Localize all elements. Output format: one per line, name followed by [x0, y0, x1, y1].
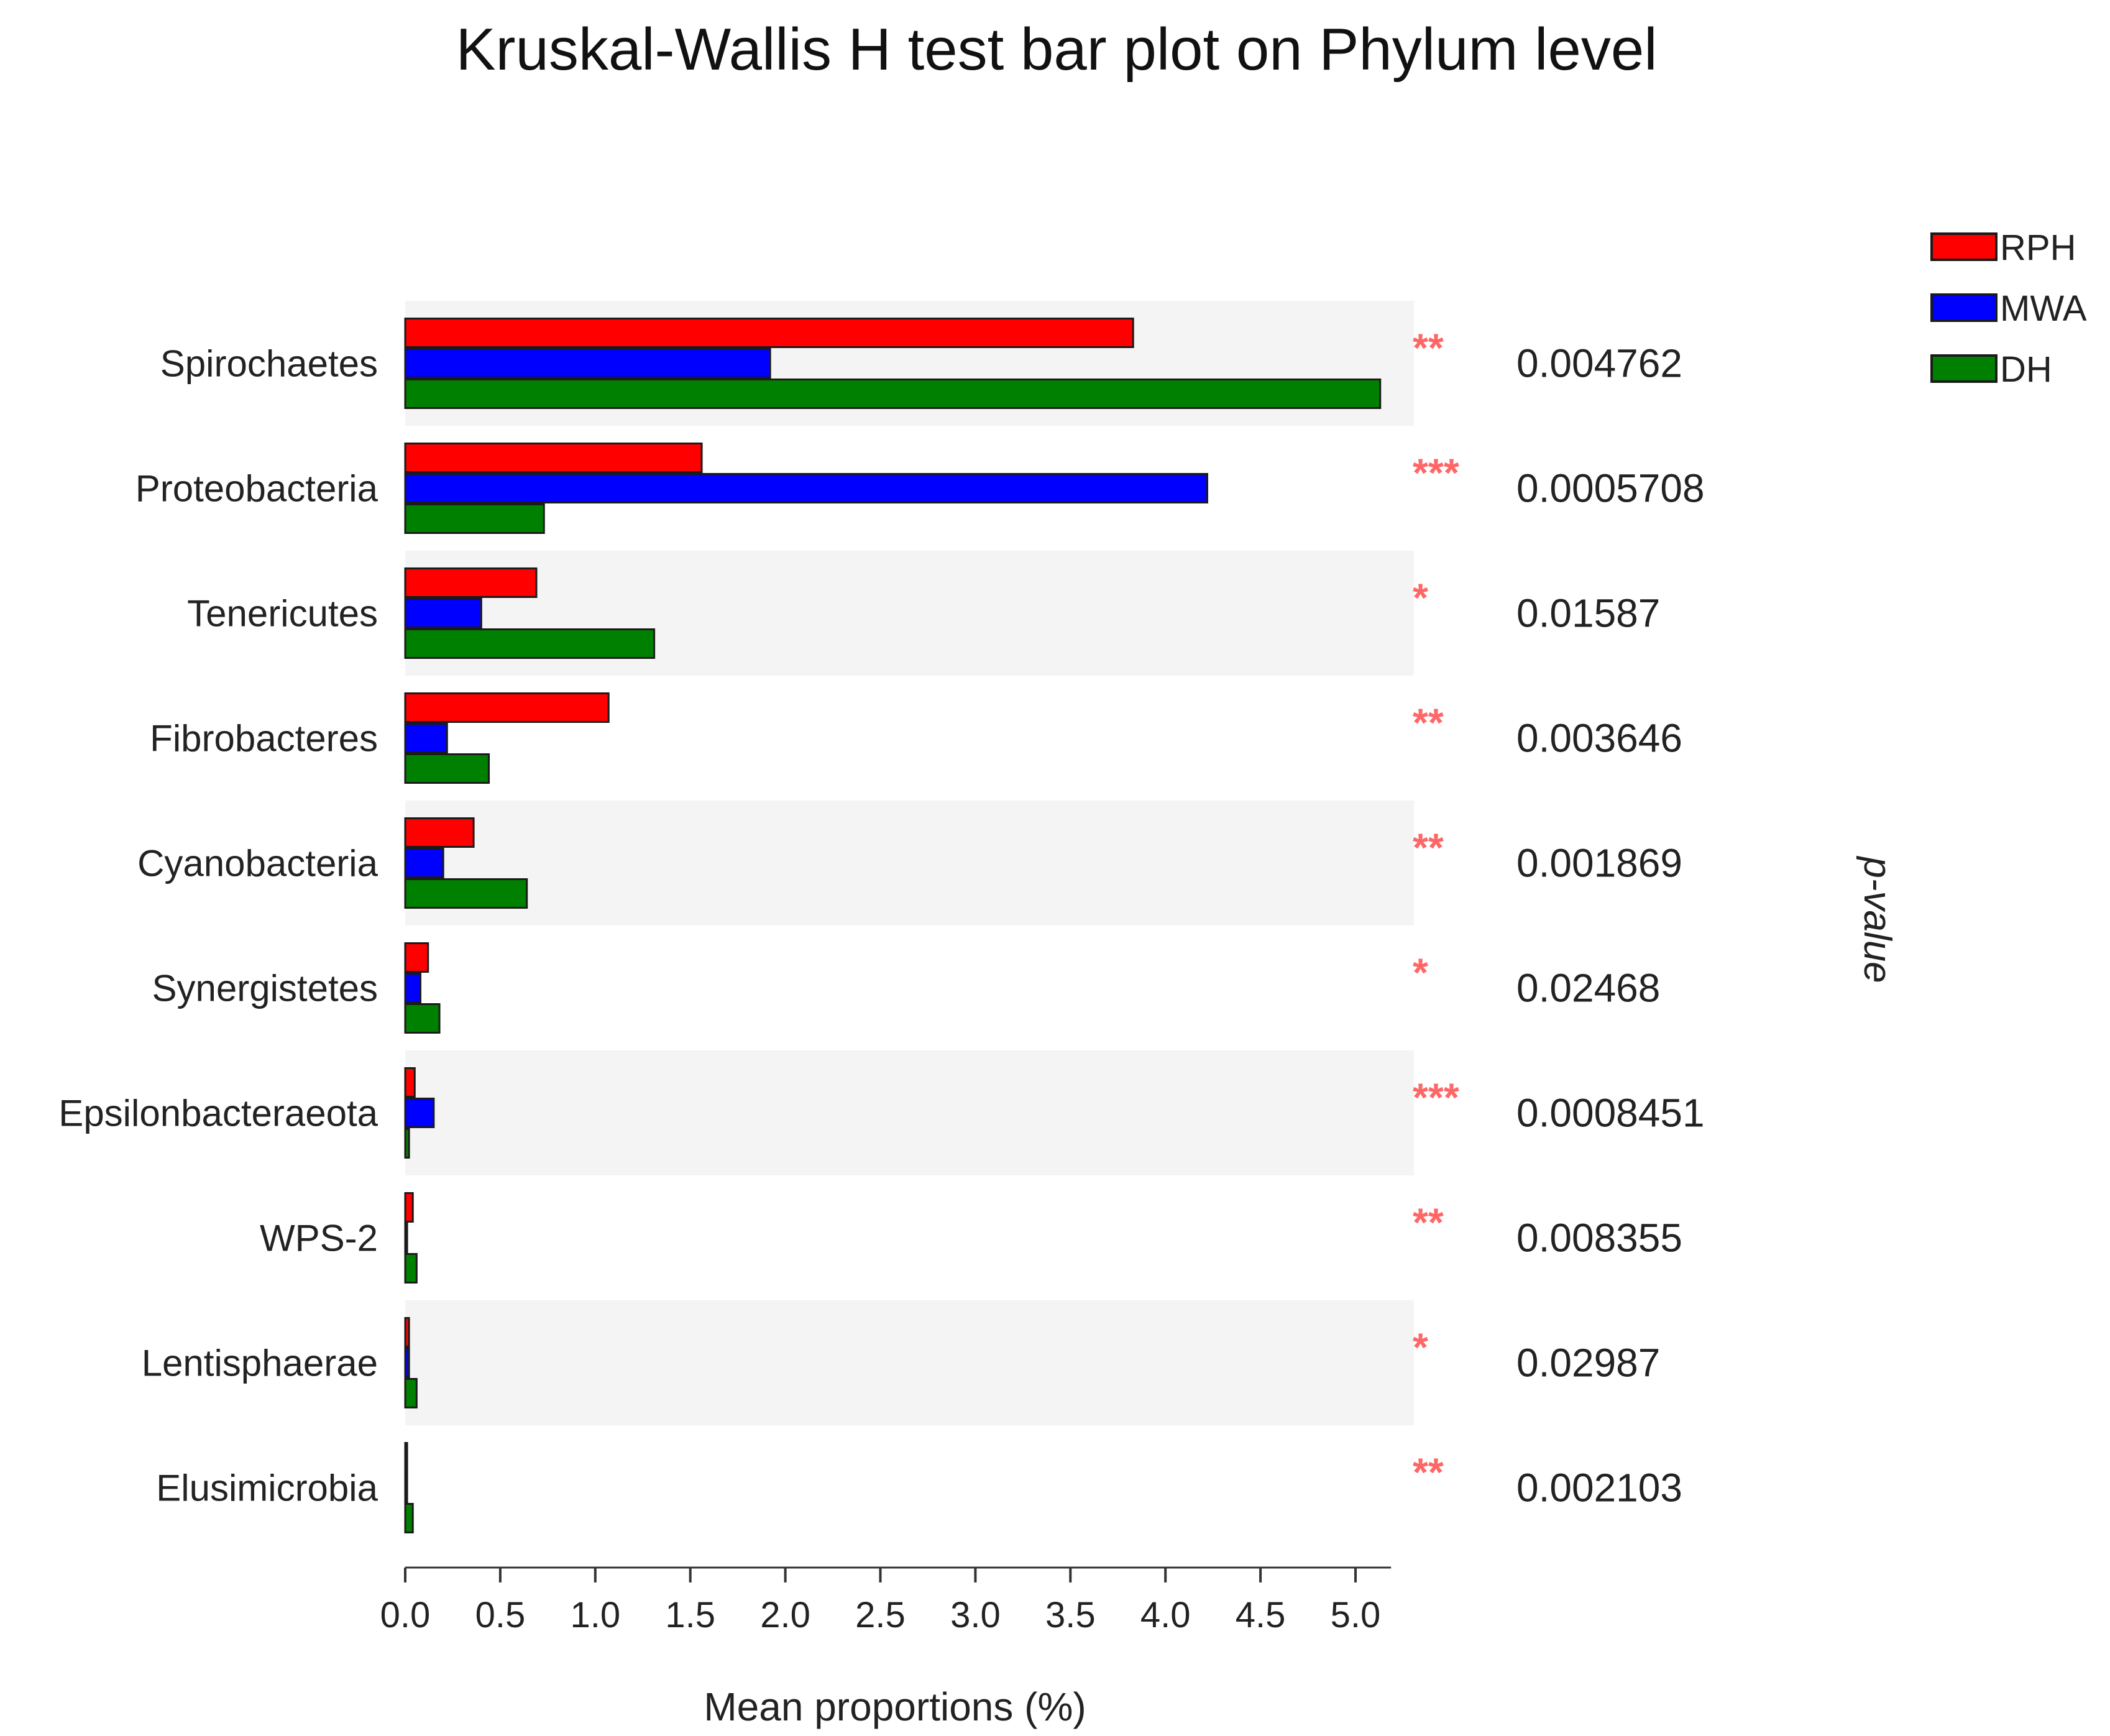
- bar-dh: [404, 1378, 418, 1408]
- legend-swatch-dh: [1930, 354, 1998, 383]
- row-background: [405, 1050, 1414, 1175]
- bar-rph: [404, 1067, 416, 1098]
- row-background: [405, 1300, 1414, 1425]
- category-label: Spirochaetes: [160, 343, 378, 385]
- x-tick-label: 1.5: [665, 1595, 715, 1635]
- bar-mwa: [404, 348, 771, 379]
- significance-marker: ***: [1413, 451, 1459, 495]
- x-axis-title: Mean proportions (%): [704, 1684, 1086, 1729]
- legend-label-dh: DH: [2000, 349, 2052, 390]
- p-value-label: 0.004762: [1516, 341, 1682, 386]
- p-value-label: 0.003646: [1516, 716, 1682, 761]
- bar-dh: [404, 1503, 414, 1533]
- significance-marker: **: [1413, 825, 1444, 870]
- p-value-label: 0.02468: [1516, 966, 1660, 1011]
- x-tick-label: 4.5: [1236, 1595, 1286, 1635]
- category-label-layer: Spirochaetes Proteobacteria Tenericutes Fib…: [58, 343, 378, 1509]
- category-label: Synergistetes: [152, 968, 378, 1009]
- category-label: Tenericutes: [187, 593, 378, 635]
- bar-dh: [404, 628, 656, 659]
- bar-rph: [404, 443, 703, 473]
- row-background-layer: [405, 301, 1414, 1425]
- x-tick-label: 1.0: [570, 1595, 620, 1635]
- significance-marker: *: [1413, 950, 1428, 995]
- bar-mwa: [404, 723, 448, 753]
- bar-mwa: [404, 1223, 408, 1253]
- significance-marker: *: [1413, 1325, 1428, 1370]
- bar-mwa: [404, 473, 1208, 503]
- bar-rph: [404, 817, 475, 848]
- legend-label-mwa: MWA: [2000, 288, 2087, 329]
- significance-marker: **: [1413, 700, 1444, 745]
- significance-marker: **: [1413, 1200, 1444, 1245]
- p-value-label: 0.001869: [1516, 841, 1682, 886]
- bar-dh: [404, 379, 1382, 409]
- x-tick-label: 2.0: [760, 1595, 810, 1635]
- bar-mwa: [404, 598, 482, 628]
- row-background: [405, 801, 1414, 925]
- chart-title: Kruskal-Wallis H test bar plot on Phylum…: [456, 16, 1657, 83]
- p-value-label: 0.02987: [1516, 1341, 1660, 1385]
- x-axis: 0.0 0.5 1.0 1.5 2.0 2.5 3.0 3.5 4.0 4.5 5.0: [380, 1566, 1392, 1635]
- bar-dh: [404, 1128, 410, 1159]
- x-tick-label: 4.0: [1140, 1595, 1191, 1635]
- p-value-label: 0.002103: [1516, 1466, 1682, 1510]
- category-label: WPS-2: [260, 1218, 378, 1259]
- bar-mwa: [404, 1348, 410, 1378]
- significance-layer: *******************: [1413, 326, 1459, 1495]
- x-tick-label: 2.5: [855, 1595, 906, 1635]
- bar-rph: [404, 318, 1134, 348]
- category-label: Lentisphaerae: [142, 1343, 378, 1384]
- bar-rph: [404, 567, 538, 598]
- bar-mwa: [404, 973, 421, 1003]
- category-label: Elusimicrobia: [156, 1467, 378, 1509]
- significance-marker: **: [1413, 1450, 1444, 1495]
- p-value-label: 0.01587: [1516, 591, 1660, 636]
- bar-dh: [404, 878, 528, 909]
- x-tick-label: 3.5: [1045, 1595, 1096, 1635]
- category-label: Fibrobacteres: [150, 718, 378, 760]
- bar-rph: [404, 1192, 414, 1223]
- p-value-axis-title: p-value: [1856, 855, 1899, 983]
- bar-rph: [404, 1317, 410, 1348]
- bar-rph: [404, 692, 610, 723]
- bar-layer: [404, 318, 1382, 1533]
- category-label: Epsilonbacteraeota: [58, 1093, 378, 1134]
- x-tick-label: 0.0: [380, 1595, 431, 1635]
- x-tick-label: 5.0: [1331, 1595, 1381, 1635]
- legend-label-rph: RPH: [2000, 227, 2076, 268]
- bar-dh: [404, 1253, 418, 1284]
- p-value-label: 0.0005708: [1516, 466, 1705, 511]
- bar-dh: [404, 1003, 441, 1034]
- category-label: Cyanobacteria: [137, 843, 378, 884]
- bar-rph: [404, 1442, 408, 1472]
- bar-rph: [404, 942, 429, 973]
- p-value-layer: 0.004762 0.0005708 0.01587 0.003646 0.001869…: [1516, 341, 1705, 1510]
- bar-dh: [404, 753, 490, 784]
- significance-marker: **: [1413, 326, 1444, 370]
- x-tick-label: 0.5: [475, 1595, 526, 1635]
- bar-mwa: [404, 1098, 435, 1128]
- p-value-label: 0.008355: [1516, 1216, 1682, 1261]
- p-value-label: 0.0008451: [1516, 1091, 1705, 1136]
- legend: RPH MWA DH: [1930, 227, 2087, 390]
- bar-mwa: [404, 848, 444, 878]
- bar-dh: [404, 503, 545, 534]
- legend-swatch-rph: [1930, 232, 1998, 261]
- x-tick-label: 3.0: [950, 1595, 1001, 1635]
- significance-marker: ***: [1413, 1075, 1459, 1120]
- category-label: Proteobacteria: [135, 468, 378, 510]
- bar-mwa: [404, 1472, 408, 1503]
- significance-marker: *: [1413, 576, 1428, 620]
- legend-swatch-mwa: [1930, 293, 1998, 322]
